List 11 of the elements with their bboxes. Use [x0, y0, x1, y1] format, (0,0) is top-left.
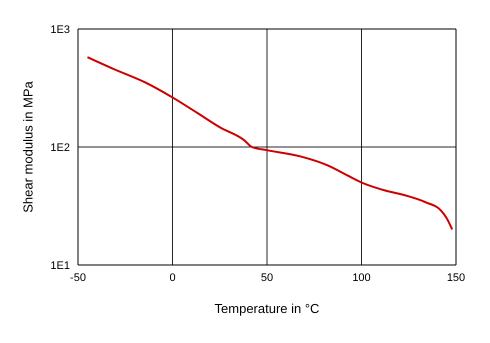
y-tick-label: 1E3 — [50, 24, 70, 36]
y-tick-label: 1E1 — [50, 260, 70, 272]
line-series — [86, 56, 454, 230]
y-tick-label: 1E2 — [50, 142, 70, 154]
x-tick-label: -50 — [70, 272, 86, 284]
x-axis-title: Temperature in °C — [214, 301, 320, 316]
y-axis-title: Shear modulus in MPa — [20, 80, 36, 213]
x-tick-label: 0 — [169, 272, 176, 284]
x-tick-label: 150 — [446, 272, 466, 284]
x-tick-label: 50 — [260, 272, 274, 284]
x-tick-label: 100 — [352, 272, 371, 284]
